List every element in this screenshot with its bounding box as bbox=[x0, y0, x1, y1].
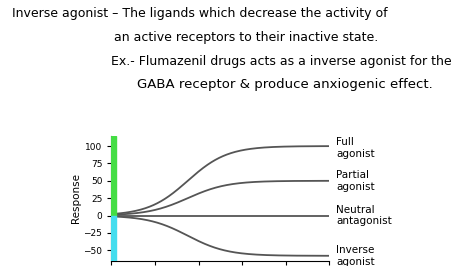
Text: Inverse
agonist: Inverse agonist bbox=[337, 245, 375, 266]
Text: Neutral
antagonist: Neutral antagonist bbox=[337, 205, 392, 226]
Text: Partial
agonist: Partial agonist bbox=[337, 170, 375, 192]
Text: an active receptors to their inactive state.: an active receptors to their inactive st… bbox=[114, 31, 378, 44]
Bar bbox=[111, 215, 116, 261]
Text: Full
agonist: Full agonist bbox=[337, 137, 375, 159]
Text: GABA receptor & produce anxiogenic effect.: GABA receptor & produce anxiogenic effec… bbox=[137, 78, 433, 92]
Text: Inverse agonist – The ligands which decrease the activity of: Inverse agonist – The ligands which decr… bbox=[12, 7, 387, 20]
Y-axis label: Response: Response bbox=[71, 173, 81, 223]
Bar bbox=[111, 136, 116, 215]
Text: Ex.- Flumazenil drugs acts as a inverse agonist for the: Ex.- Flumazenil drugs acts as a inverse … bbox=[111, 55, 452, 68]
